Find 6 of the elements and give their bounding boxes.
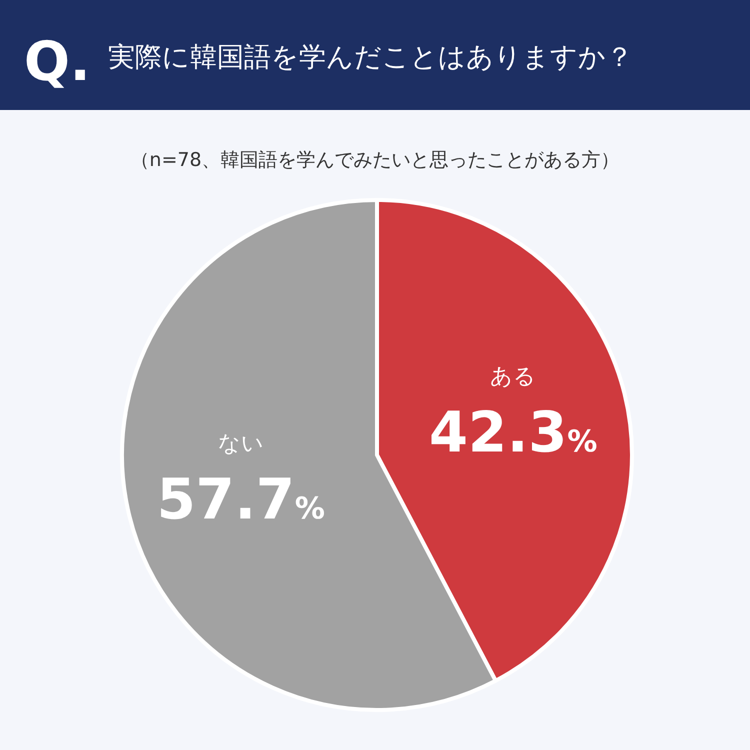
- data-label: 57.7%: [156, 468, 325, 533]
- chart-title: Q. 実際に韓国語を学んだことはありますか？: [24, 30, 633, 93]
- data-label: 42.3%: [429, 400, 598, 466]
- slice-label: ない: [218, 432, 264, 457]
- slice-label: ある: [490, 364, 536, 390]
- chart-subtitle: （n=78、韓国語を学んでみたいと思ったことがある方）: [130, 149, 620, 171]
